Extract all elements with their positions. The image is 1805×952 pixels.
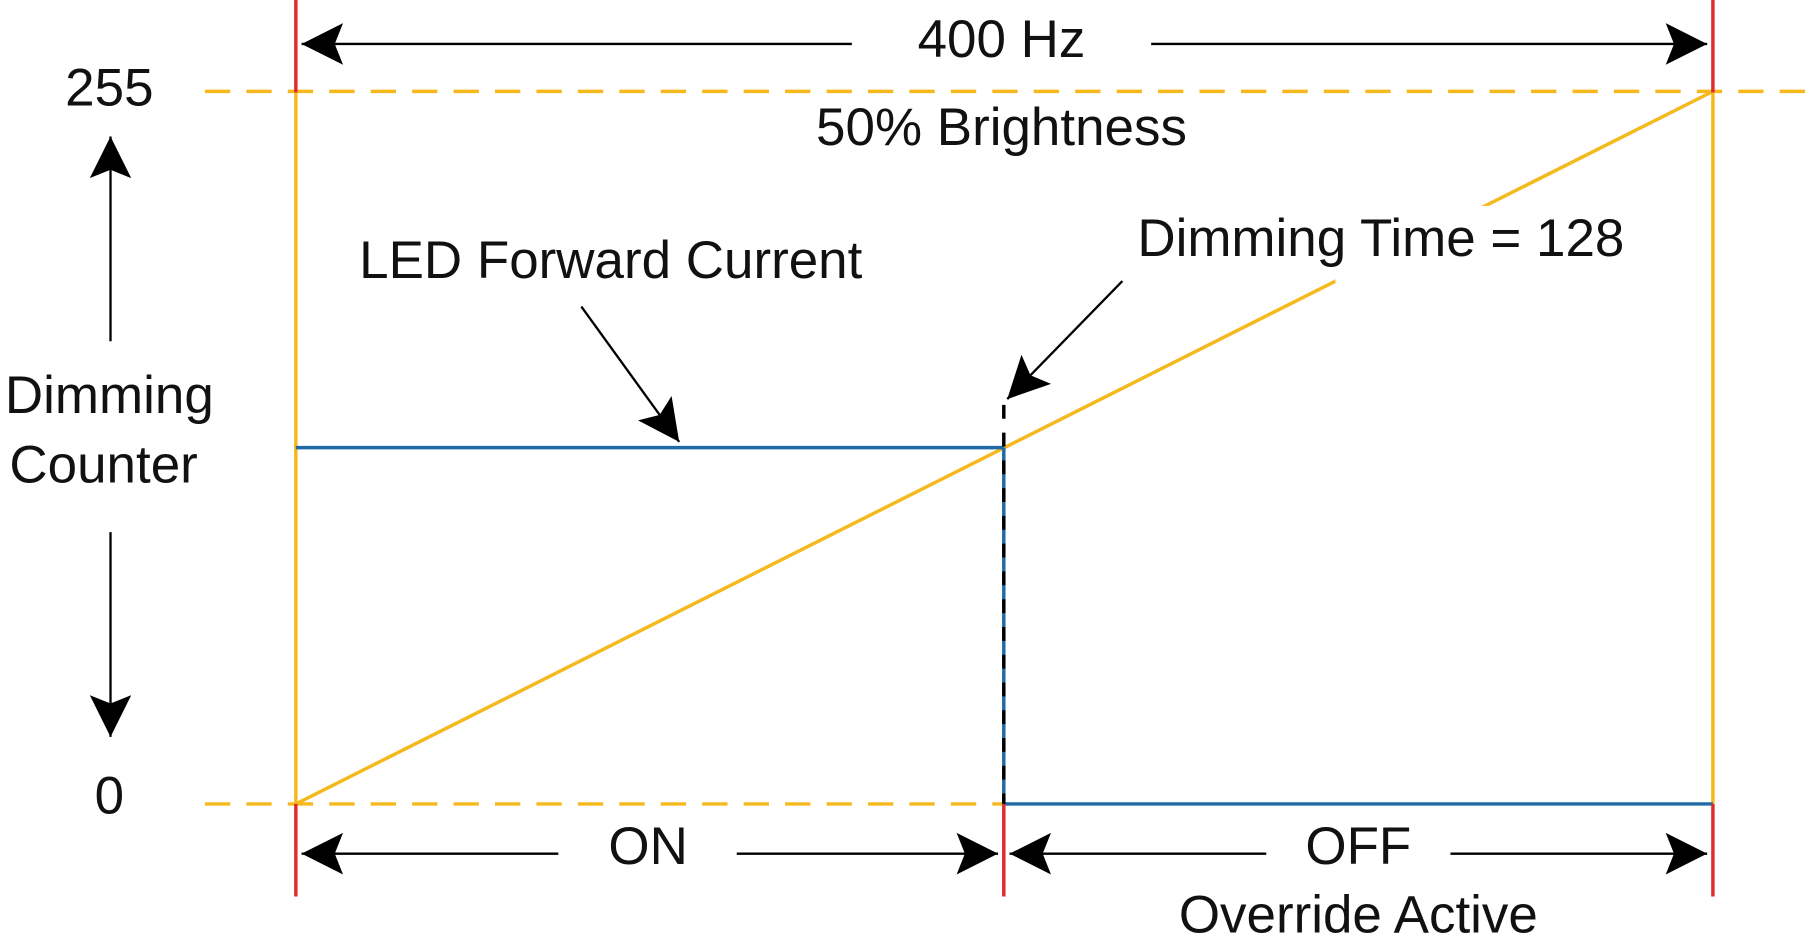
y-axis-label: Counter: [9, 435, 197, 494]
override-label: Override Active: [1179, 885, 1538, 944]
dimming-time-label: Dimming Time = 128: [1137, 209, 1624, 268]
y-top-label: 255: [65, 58, 153, 117]
y-axis-label: Dimming: [5, 366, 214, 425]
y-bottom-label: 0: [95, 766, 124, 825]
label-background: [1335, 205, 1670, 283]
brightness-label: 50% Brightness: [816, 98, 1187, 157]
on-label: ON: [608, 817, 687, 876]
led-current-label: LED Forward Current: [359, 231, 862, 290]
dimming-pointer: [1006, 280, 1124, 400]
led-pointer: [580, 305, 681, 443]
frequency-label: 400 Hz: [918, 10, 1086, 69]
off-label: OFF: [1305, 817, 1411, 876]
